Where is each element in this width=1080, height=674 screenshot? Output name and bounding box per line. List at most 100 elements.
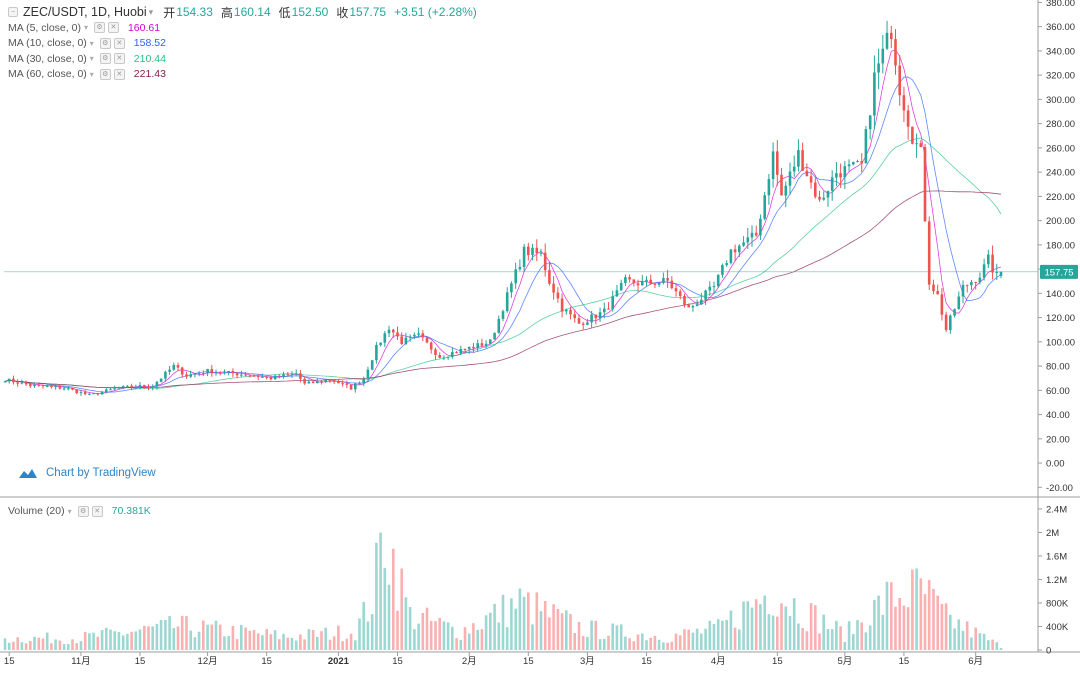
volume-bar [742, 601, 745, 650]
candle-body [776, 151, 779, 175]
candle-body [987, 254, 990, 265]
candle-body [121, 386, 125, 388]
volume-bar [611, 623, 614, 650]
volume-bar [974, 627, 977, 650]
volume-bar [881, 614, 885, 650]
volume-bar [126, 633, 129, 650]
settings-icon[interactable]: ⚙ [77, 505, 89, 517]
chevron-down-icon[interactable]: ▾ [89, 54, 94, 64]
volume-bar [290, 637, 294, 650]
candle-body [320, 381, 323, 383]
volume-bar [467, 633, 471, 650]
volume-bar [180, 615, 184, 650]
volume-bar [721, 620, 724, 650]
close-icon[interactable]: ✕ [113, 53, 125, 65]
volume-bar [134, 631, 138, 650]
candle-body [860, 161, 863, 164]
collapse-icon[interactable]: − [8, 7, 18, 17]
candle-body [172, 365, 176, 370]
close-icon[interactable]: ✕ [91, 505, 103, 517]
candle-body [645, 279, 648, 282]
candle-body [505, 292, 509, 312]
indicator-ma5[interactable]: MA (5, close, 0) ▾ ⚙ ✕ 160.61 [8, 20, 485, 36]
candle-body [830, 177, 834, 191]
chevron-down-icon[interactable]: ▾ [89, 38, 94, 48]
candle-body [417, 333, 420, 335]
volume-bar [484, 615, 488, 650]
volume-bar [404, 597, 408, 650]
indicator-ma60[interactable]: MA (60, close, 0) ▾ ⚙ ✕ 221.43 [8, 67, 485, 83]
candle-body [155, 381, 159, 387]
volume-bar [607, 635, 610, 650]
volume-bar [581, 636, 585, 650]
volume-bar [341, 641, 344, 650]
volume-bar [316, 637, 319, 650]
volume-bar [320, 631, 323, 650]
volume-bar [497, 622, 501, 650]
candle-body [425, 337, 429, 343]
volume-bar [71, 639, 74, 650]
volume-bar [776, 616, 779, 650]
candle-body [480, 343, 484, 346]
close-icon[interactable]: ✕ [107, 22, 119, 34]
volume-bar [231, 626, 235, 650]
volume-bar [434, 621, 437, 650]
indicator-ma30[interactable]: MA (30, close, 0) ▾ ⚙ ✕ 210.44 [8, 51, 485, 67]
candle-body [974, 282, 977, 283]
volume-bar [12, 641, 15, 650]
candle-body [771, 151, 775, 179]
time-tick-label: 4月 [711, 656, 726, 667]
volume-bar [818, 633, 821, 650]
tradingview-branding[interactable]: Chart by TradingView [18, 467, 156, 479]
candle-body [978, 277, 982, 283]
volume-bar [324, 627, 327, 650]
chevron-down-icon[interactable]: ▾ [89, 69, 94, 79]
candle-body [189, 374, 192, 377]
volume-bar [20, 642, 24, 650]
indicator-ma10[interactable]: MA (10, close, 0) ▾ ⚙ ✕ 158.52 [8, 36, 485, 52]
volume-bar [700, 633, 703, 650]
settings-icon[interactable]: ⚙ [99, 53, 111, 65]
candle-body [197, 373, 201, 375]
candle-body [273, 375, 277, 380]
candle-body [725, 263, 728, 266]
volume-bar [674, 633, 678, 650]
volume-bar [830, 629, 834, 650]
volume-bar [814, 605, 817, 650]
candle-body [628, 277, 631, 280]
volume-bar [619, 624, 623, 650]
chevron-down-icon[interactable]: ▾ [67, 506, 72, 516]
volume-bar [843, 641, 847, 650]
chevron-down-icon[interactable]: ▾ [83, 23, 88, 33]
time-tick-label: 15 [772, 656, 783, 667]
volume-bar [704, 628, 707, 650]
settings-icon[interactable]: ⚙ [93, 22, 105, 34]
volume-bar [784, 606, 788, 650]
volume-bar [940, 603, 944, 650]
symbol-title[interactable]: ZEC/USDT, 1D, Huobi [23, 5, 147, 19]
candle-body [991, 254, 994, 273]
volume-bar [548, 617, 551, 650]
volume-bar [328, 639, 332, 650]
candle-body [847, 164, 851, 167]
price-tick-label: 80.00 [1046, 362, 1070, 373]
volume-bar [543, 601, 547, 650]
chevron-down-icon[interactable]: ▾ [148, 6, 154, 17]
volume-bar [41, 638, 45, 650]
volume-legend[interactable]: Volume (20) ▾ ⚙ ✕ 70.381K [8, 505, 151, 517]
candle-body [733, 249, 737, 253]
candle-body [843, 166, 847, 178]
candle-body [729, 249, 733, 264]
settings-icon[interactable]: ⚙ [99, 68, 111, 80]
volume-bar [552, 604, 555, 650]
settings-icon[interactable]: ⚙ [99, 37, 111, 49]
candle-body [159, 378, 163, 382]
volume-bar [923, 594, 927, 650]
close-icon[interactable]: ✕ [113, 68, 125, 80]
candle-body [134, 387, 138, 389]
close-icon[interactable]: ✕ [113, 37, 125, 49]
volume-bar [396, 610, 399, 650]
volume-bar [193, 637, 197, 650]
price-tick-label: 260.00 [1046, 143, 1075, 154]
